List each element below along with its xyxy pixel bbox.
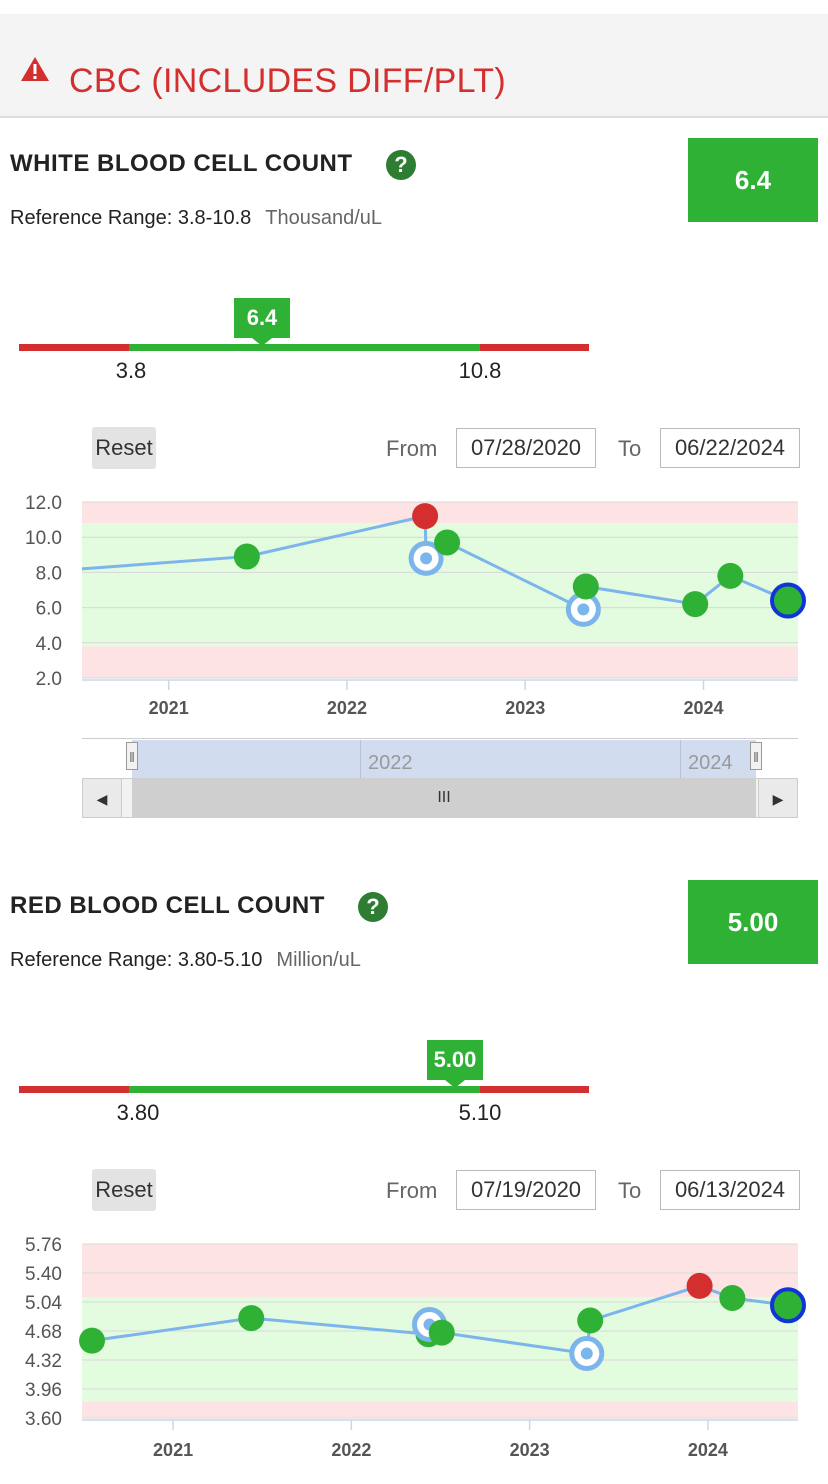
x-tick-label: 2024: [683, 698, 723, 718]
rbc-title: RED BLOOD CELL COUNT: [10, 892, 325, 919]
wbc-reset-button[interactable]: Reset: [92, 427, 156, 469]
series-line: [91, 1284, 789, 1356]
data-point: [79, 1327, 105, 1354]
rbc-range-high-label: 5.10: [458, 1100, 502, 1125]
wbc-range-high-segment: [480, 344, 589, 351]
wbc-from-label: From: [386, 436, 438, 461]
y-tick-label: 6.0: [36, 599, 62, 620]
wbc-value-box: 6.4: [688, 138, 818, 222]
wbc-scrollbar-thumb[interactable]: III: [132, 778, 756, 818]
data-point: [434, 529, 461, 556]
data-point: [238, 1305, 265, 1332]
y-tick-label: 8.0: [36, 563, 62, 584]
x-tick-label: 2023: [510, 1440, 550, 1460]
series-line: [81, 514, 789, 612]
wbc-scroll-left-arrow-icon[interactable]: ◀: [82, 778, 122, 818]
wbc-range-normal-segment: [129, 344, 480, 351]
wbc-scroll-right-arrow-icon[interactable]: ▶: [758, 778, 798, 818]
abnormal-data-point: [686, 1272, 713, 1299]
wbc-range-low-label: 3.8: [115, 358, 147, 383]
rbc-from-label: From: [386, 1178, 438, 1203]
highlighted-data-point-center: [420, 552, 433, 565]
latest-data-point: [770, 582, 806, 619]
wbc-navigator-track: [82, 738, 798, 779]
wbc-navigator-divider: [680, 740, 681, 778]
y-tick-label: 5.40: [25, 1264, 62, 1285]
wbc-navigator-label: 2024: [688, 752, 733, 774]
rbc-value-box: 5.00: [688, 880, 818, 964]
rbc-help-icon[interactable]: ?: [358, 892, 388, 922]
lower-abnormal-band: [82, 1401, 798, 1418]
x-tick-label: 2023: [505, 698, 545, 718]
data-point: [577, 1307, 604, 1334]
rbc-unit: Million/uL: [276, 949, 361, 971]
lower-abnormal-band: [82, 646, 798, 678]
wbc-navigator-label: 2022: [368, 752, 413, 774]
y-tick-label: 2.0: [36, 669, 62, 690]
y-tick-label: 5.04: [25, 1293, 62, 1314]
wbc-reference-range: Reference Range: 3.8-10.8 Thousand/uL: [10, 207, 382, 230]
rbc-range-low-label: 3.80: [116, 1100, 160, 1125]
data-point: [233, 543, 260, 570]
wbc-navigator-right-handle[interactable]: ‖: [750, 742, 762, 770]
wbc-reference-label: Reference Range: 3.8-10.8: [10, 207, 252, 229]
warning-icon: [21, 57, 49, 81]
y-tick-label: 4.32: [25, 1351, 62, 1372]
rbc-range-marker: 5.00: [427, 1040, 483, 1088]
wbc-navigator-divider: [360, 740, 361, 778]
wbc-navigator-left-handle[interactable]: ‖: [126, 742, 138, 770]
data-point: [428, 1319, 455, 1346]
highlighted-data-point-center: [577, 603, 590, 616]
rbc-range-high-segment: [480, 1086, 589, 1093]
x-tick-label: 2022: [331, 1440, 371, 1460]
x-tick-label: 2021: [153, 1440, 193, 1460]
data-point: [717, 562, 744, 589]
x-tick-label: 2021: [149, 698, 189, 718]
rbc-range-low-segment: [19, 1086, 129, 1093]
panel-title: CBC (INCLUDES DIFF/PLT): [69, 62, 506, 100]
panel-header[interactable]: CBC (INCLUDES DIFF/PLT): [0, 14, 828, 118]
rbc-reference-range: Reference Range: 3.80-5.10 Million/uL: [10, 949, 361, 972]
abnormal-data-point: [412, 503, 439, 530]
y-tick-label: 3.96: [25, 1380, 62, 1401]
wbc-range-marker: 6.4: [234, 298, 290, 346]
rbc-chart[interactable]: 5.76 5.40 5.04 4.68 4.32 3.96 3.60 2021 2022 2023…: [0, 1232, 828, 1484]
rbc-to-label: To: [618, 1178, 642, 1203]
wbc-range-bar: [19, 344, 589, 351]
wbc-chart[interactable]: 12.0 10.0 8.0 6.0 4.0 2.0 2021 2022 2023 2024: [0, 490, 828, 730]
wbc-range-high-label: 10.8: [458, 358, 502, 383]
rbc-to-date-input[interactable]: 06/13/2024: [660, 1170, 800, 1210]
wbc-range-low-segment: [19, 344, 129, 351]
y-tick-label: 5.76: [25, 1235, 62, 1256]
wbc-from-date-input[interactable]: 07/28/2020: [456, 428, 596, 468]
rbc-from-date-input[interactable]: 07/19/2020: [456, 1170, 596, 1210]
x-tick-label: 2024: [688, 1440, 728, 1460]
wbc-to-date-input[interactable]: 06/22/2024: [660, 428, 800, 468]
data-point: [719, 1284, 746, 1311]
wbc-navigator-selection[interactable]: [132, 740, 756, 778]
wbc-help-icon[interactable]: ?: [386, 150, 416, 180]
wbc-title: WHITE BLOOD CELL COUNT: [10, 150, 353, 177]
y-tick-label: 12.0: [25, 493, 62, 514]
y-tick-label: 3.60: [25, 1409, 62, 1430]
y-tick-label: 10.0: [25, 528, 62, 549]
upper-abnormal-band: [82, 502, 798, 524]
wbc-unit: Thousand/uL: [265, 207, 383, 229]
latest-data-point: [770, 1287, 806, 1324]
x-tick-label: 2022: [327, 698, 367, 718]
rbc-range-bar: [19, 1086, 589, 1093]
y-tick-label: 4.68: [25, 1322, 62, 1343]
rbc-reference-label: Reference Range: 3.80-5.10: [10, 949, 263, 971]
y-tick-label: 4.0: [36, 634, 62, 655]
wbc-navigator[interactable]: 2022 2024 ‖ ‖ ◀ III ▶: [82, 738, 798, 820]
highlighted-data-point-center: [580, 1347, 593, 1360]
rbc-reset-button[interactable]: Reset: [92, 1169, 156, 1211]
data-point: [682, 591, 709, 618]
upper-abnormal-band: [82, 1244, 798, 1298]
data-point: [572, 573, 599, 600]
rbc-range-normal-segment: [129, 1086, 480, 1093]
wbc-to-label: To: [618, 436, 642, 461]
